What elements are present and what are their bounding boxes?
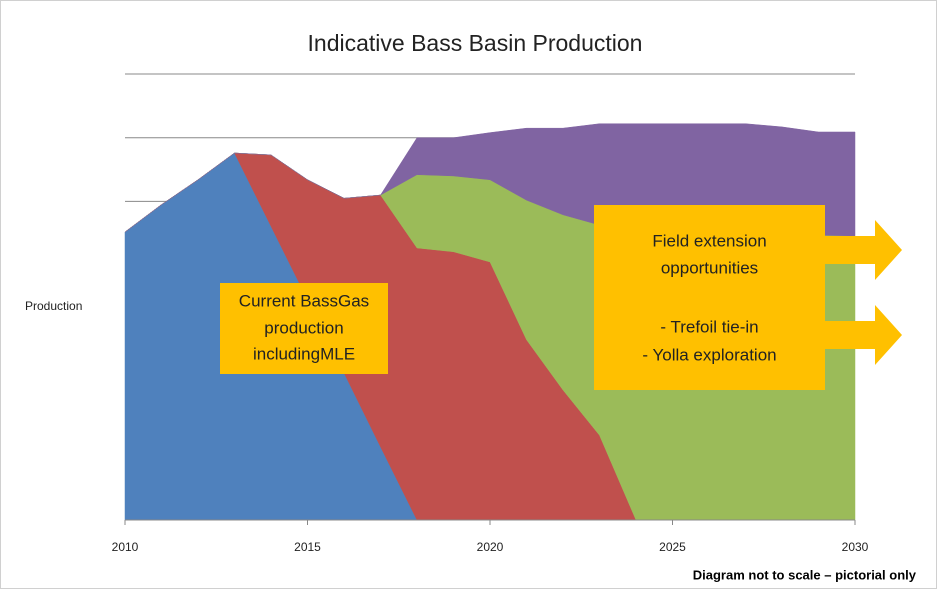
- annotation-text: Field extension: [652, 231, 766, 250]
- x-tick-label: 2020: [477, 540, 504, 554]
- annotation-text: Current BassGas: [239, 291, 369, 310]
- annotation-text: - Trefoil tie-in: [660, 317, 758, 336]
- annotation-text: - Yolla exploration: [642, 345, 776, 364]
- annotation-text: opportunities: [661, 258, 758, 277]
- chart-title: Indicative Bass Basin Production: [308, 30, 643, 56]
- arrows: [825, 220, 902, 365]
- x-tick-label: 2030: [842, 540, 869, 554]
- annotation-box: [220, 283, 388, 374]
- annotation-box: [594, 205, 825, 390]
- x-tick-label: 2010: [112, 540, 139, 554]
- y-axis-label: Production: [25, 299, 82, 313]
- annotation-text: includingMLE: [253, 344, 355, 363]
- footnote: Diagram not to scale – pictorial only: [693, 567, 917, 582]
- arrow: [825, 305, 902, 365]
- x-tick-label: 2015: [294, 540, 321, 554]
- x-tick-label: 2025: [659, 540, 686, 554]
- annotation-text: production: [264, 318, 343, 337]
- arrow: [825, 220, 902, 280]
